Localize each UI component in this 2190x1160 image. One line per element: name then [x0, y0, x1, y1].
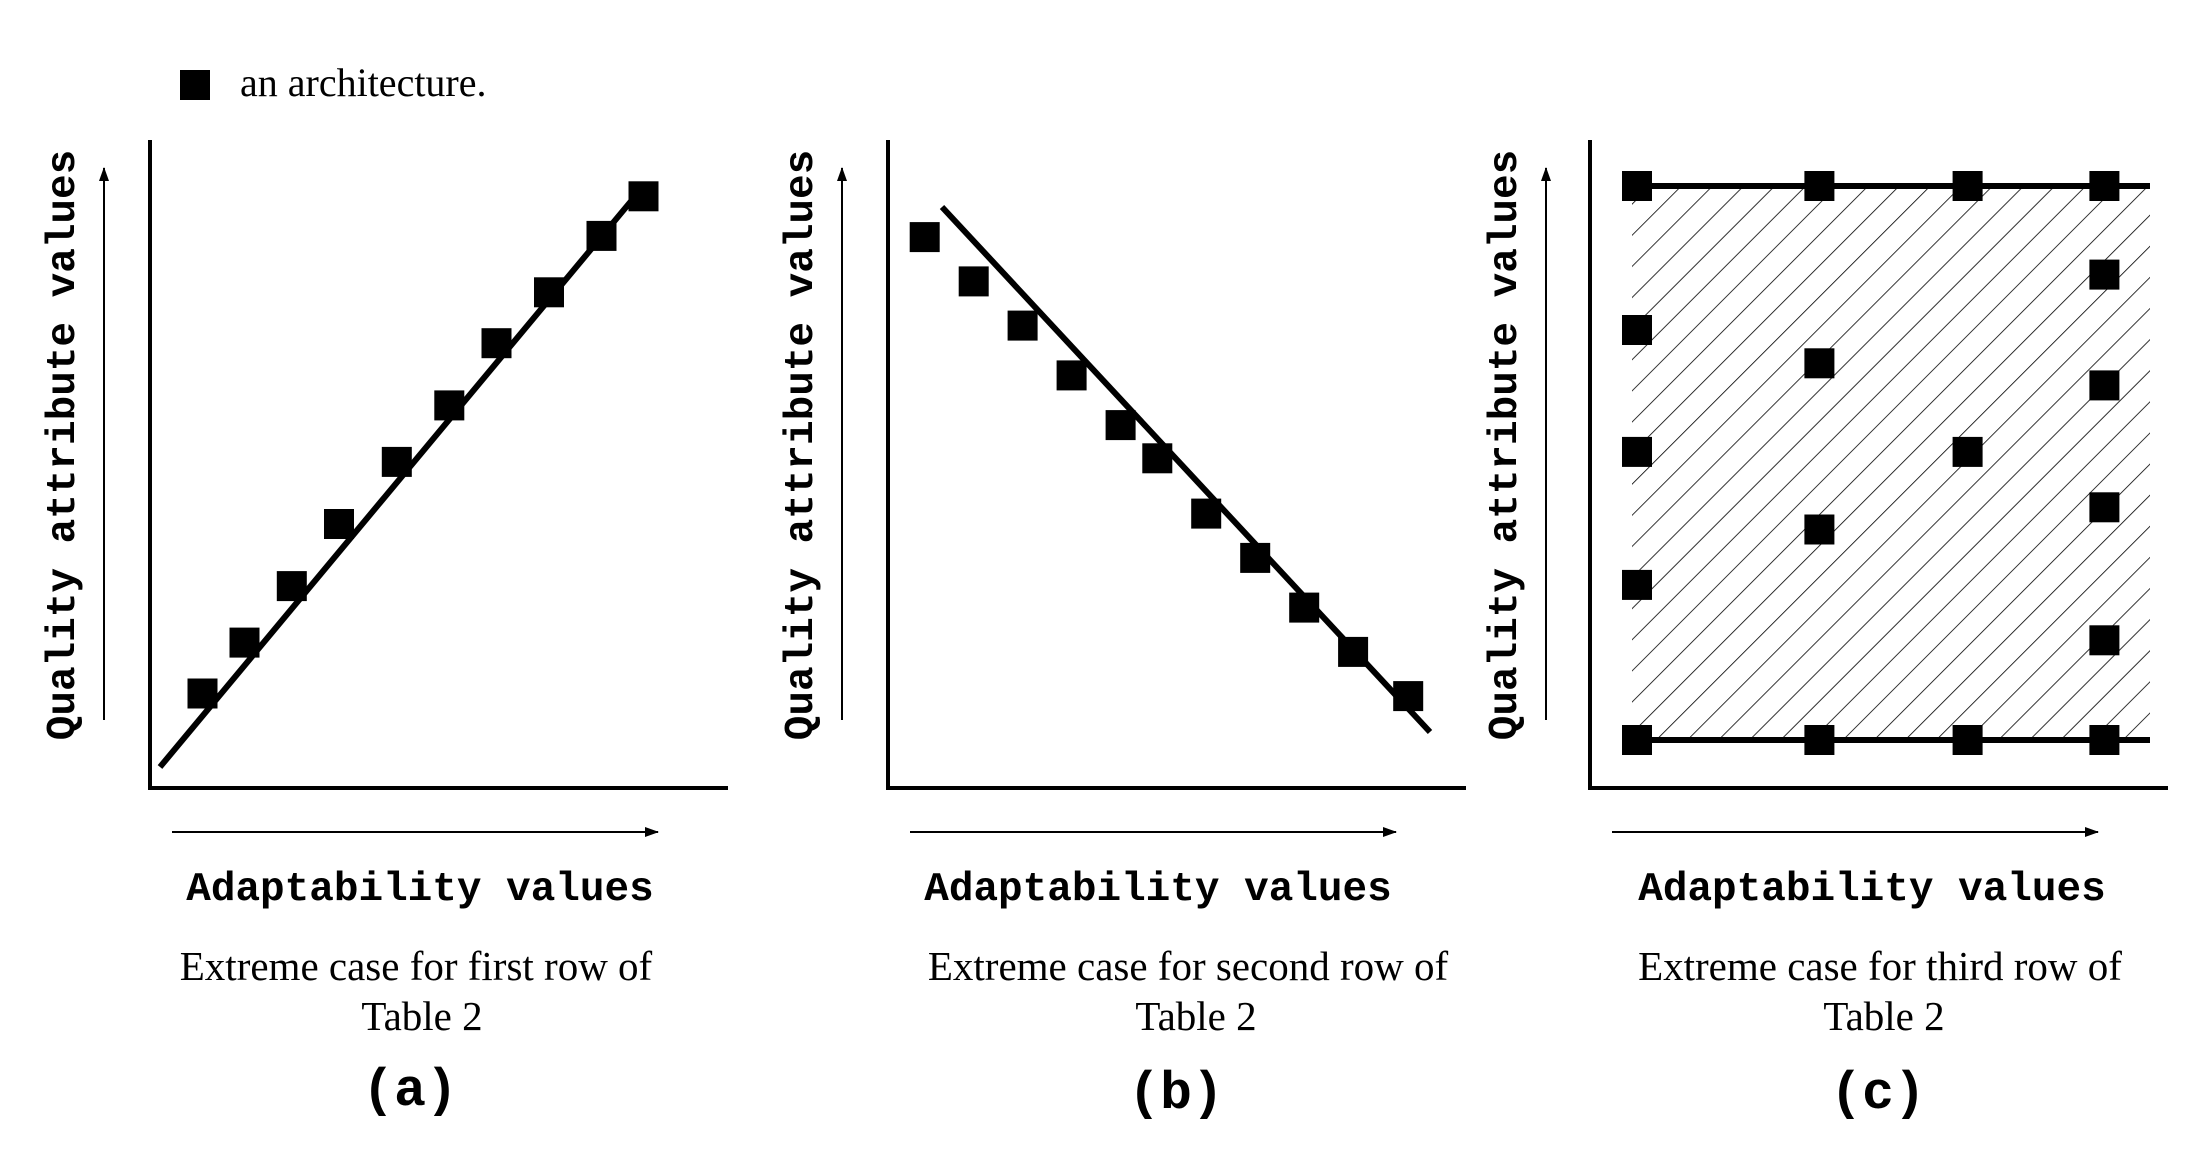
architecture-point [1289, 592, 1320, 623]
architecture-point [586, 220, 617, 251]
architecture-point [1056, 360, 1087, 391]
architecture-point [1622, 725, 1652, 755]
architecture-point [909, 222, 940, 253]
architecture-point [1804, 514, 1835, 545]
panel-b: Quality attribute values Adaptability va… [779, 140, 1466, 1124]
architecture-point [1622, 569, 1652, 600]
architecture-point [1952, 725, 1983, 755]
architecture-point [1622, 171, 1652, 201]
architecture-points [1622, 171, 2120, 755]
architecture-point [1338, 636, 1369, 667]
architecture-point [534, 277, 564, 308]
panel-a: Quality attribute values Adaptability va… [41, 140, 728, 1121]
x-axis-title: Adaptability values [924, 867, 1391, 913]
architecture-point [958, 266, 989, 297]
architecture-point [1804, 171, 1835, 201]
architecture-point [2089, 725, 2120, 755]
architecture-point [229, 627, 260, 658]
panel-tag: (b) [1128, 1064, 1223, 1124]
panel-c: Quality attribute values Adaptability va… [1483, 140, 2168, 1124]
architecture-point [324, 509, 354, 539]
panel-caption-line2: Table 2 [1823, 993, 1944, 1039]
panel-tag: (a) [362, 1061, 457, 1121]
architecture-point [2089, 259, 2120, 290]
y-axis-title: Quality attribute values [41, 150, 87, 741]
architecture-point [1952, 436, 1983, 467]
architecture-point [1622, 315, 1652, 345]
panel-tag: (c) [1830, 1064, 1925, 1124]
architecture-point [1804, 348, 1835, 379]
panel-caption-line2: Table 2 [1135, 993, 1256, 1039]
legend: an architecture. [180, 60, 487, 105]
architecture-points [187, 181, 659, 709]
architecture-points [909, 222, 1424, 712]
architecture-point [1393, 681, 1424, 712]
y-axis-title: Quality attribute values [1483, 150, 1529, 741]
architecture-point [2089, 171, 2120, 201]
architecture-point [1804, 725, 1835, 755]
panel-caption-line1: Extreme case for first row of [180, 943, 653, 989]
architecture-point [1142, 443, 1173, 474]
architecture-point [434, 390, 465, 421]
architecture-point [187, 678, 218, 709]
architecture-point [1952, 171, 1983, 201]
architecture-point [1622, 436, 1652, 467]
architecture-point [2089, 625, 2120, 656]
architecture-point [2089, 492, 2120, 523]
architecture-point [1191, 498, 1222, 529]
architecture-point [2089, 370, 2120, 401]
architecture-point [381, 446, 412, 477]
architecture-point [1105, 410, 1136, 441]
panel-caption-line2: Table 2 [361, 993, 482, 1039]
x-axis-title: Adaptability values [186, 867, 653, 913]
architecture-point [1007, 310, 1038, 341]
y-axis-title: Quality attribute values [779, 150, 825, 741]
legend-marker-icon [180, 70, 210, 100]
hatched-region [1632, 186, 2150, 740]
architecture-point [1240, 542, 1271, 573]
x-axis-title: Adaptability values [1638, 867, 2105, 913]
architecture-point [481, 328, 512, 359]
legend-label: an architecture. [240, 60, 487, 105]
architecture-point [628, 181, 659, 212]
architecture-point [276, 571, 307, 602]
panel-caption-line1: Extreme case for third row of [1638, 943, 2122, 989]
panel-caption-line1: Extreme case for second row of [928, 943, 1449, 989]
